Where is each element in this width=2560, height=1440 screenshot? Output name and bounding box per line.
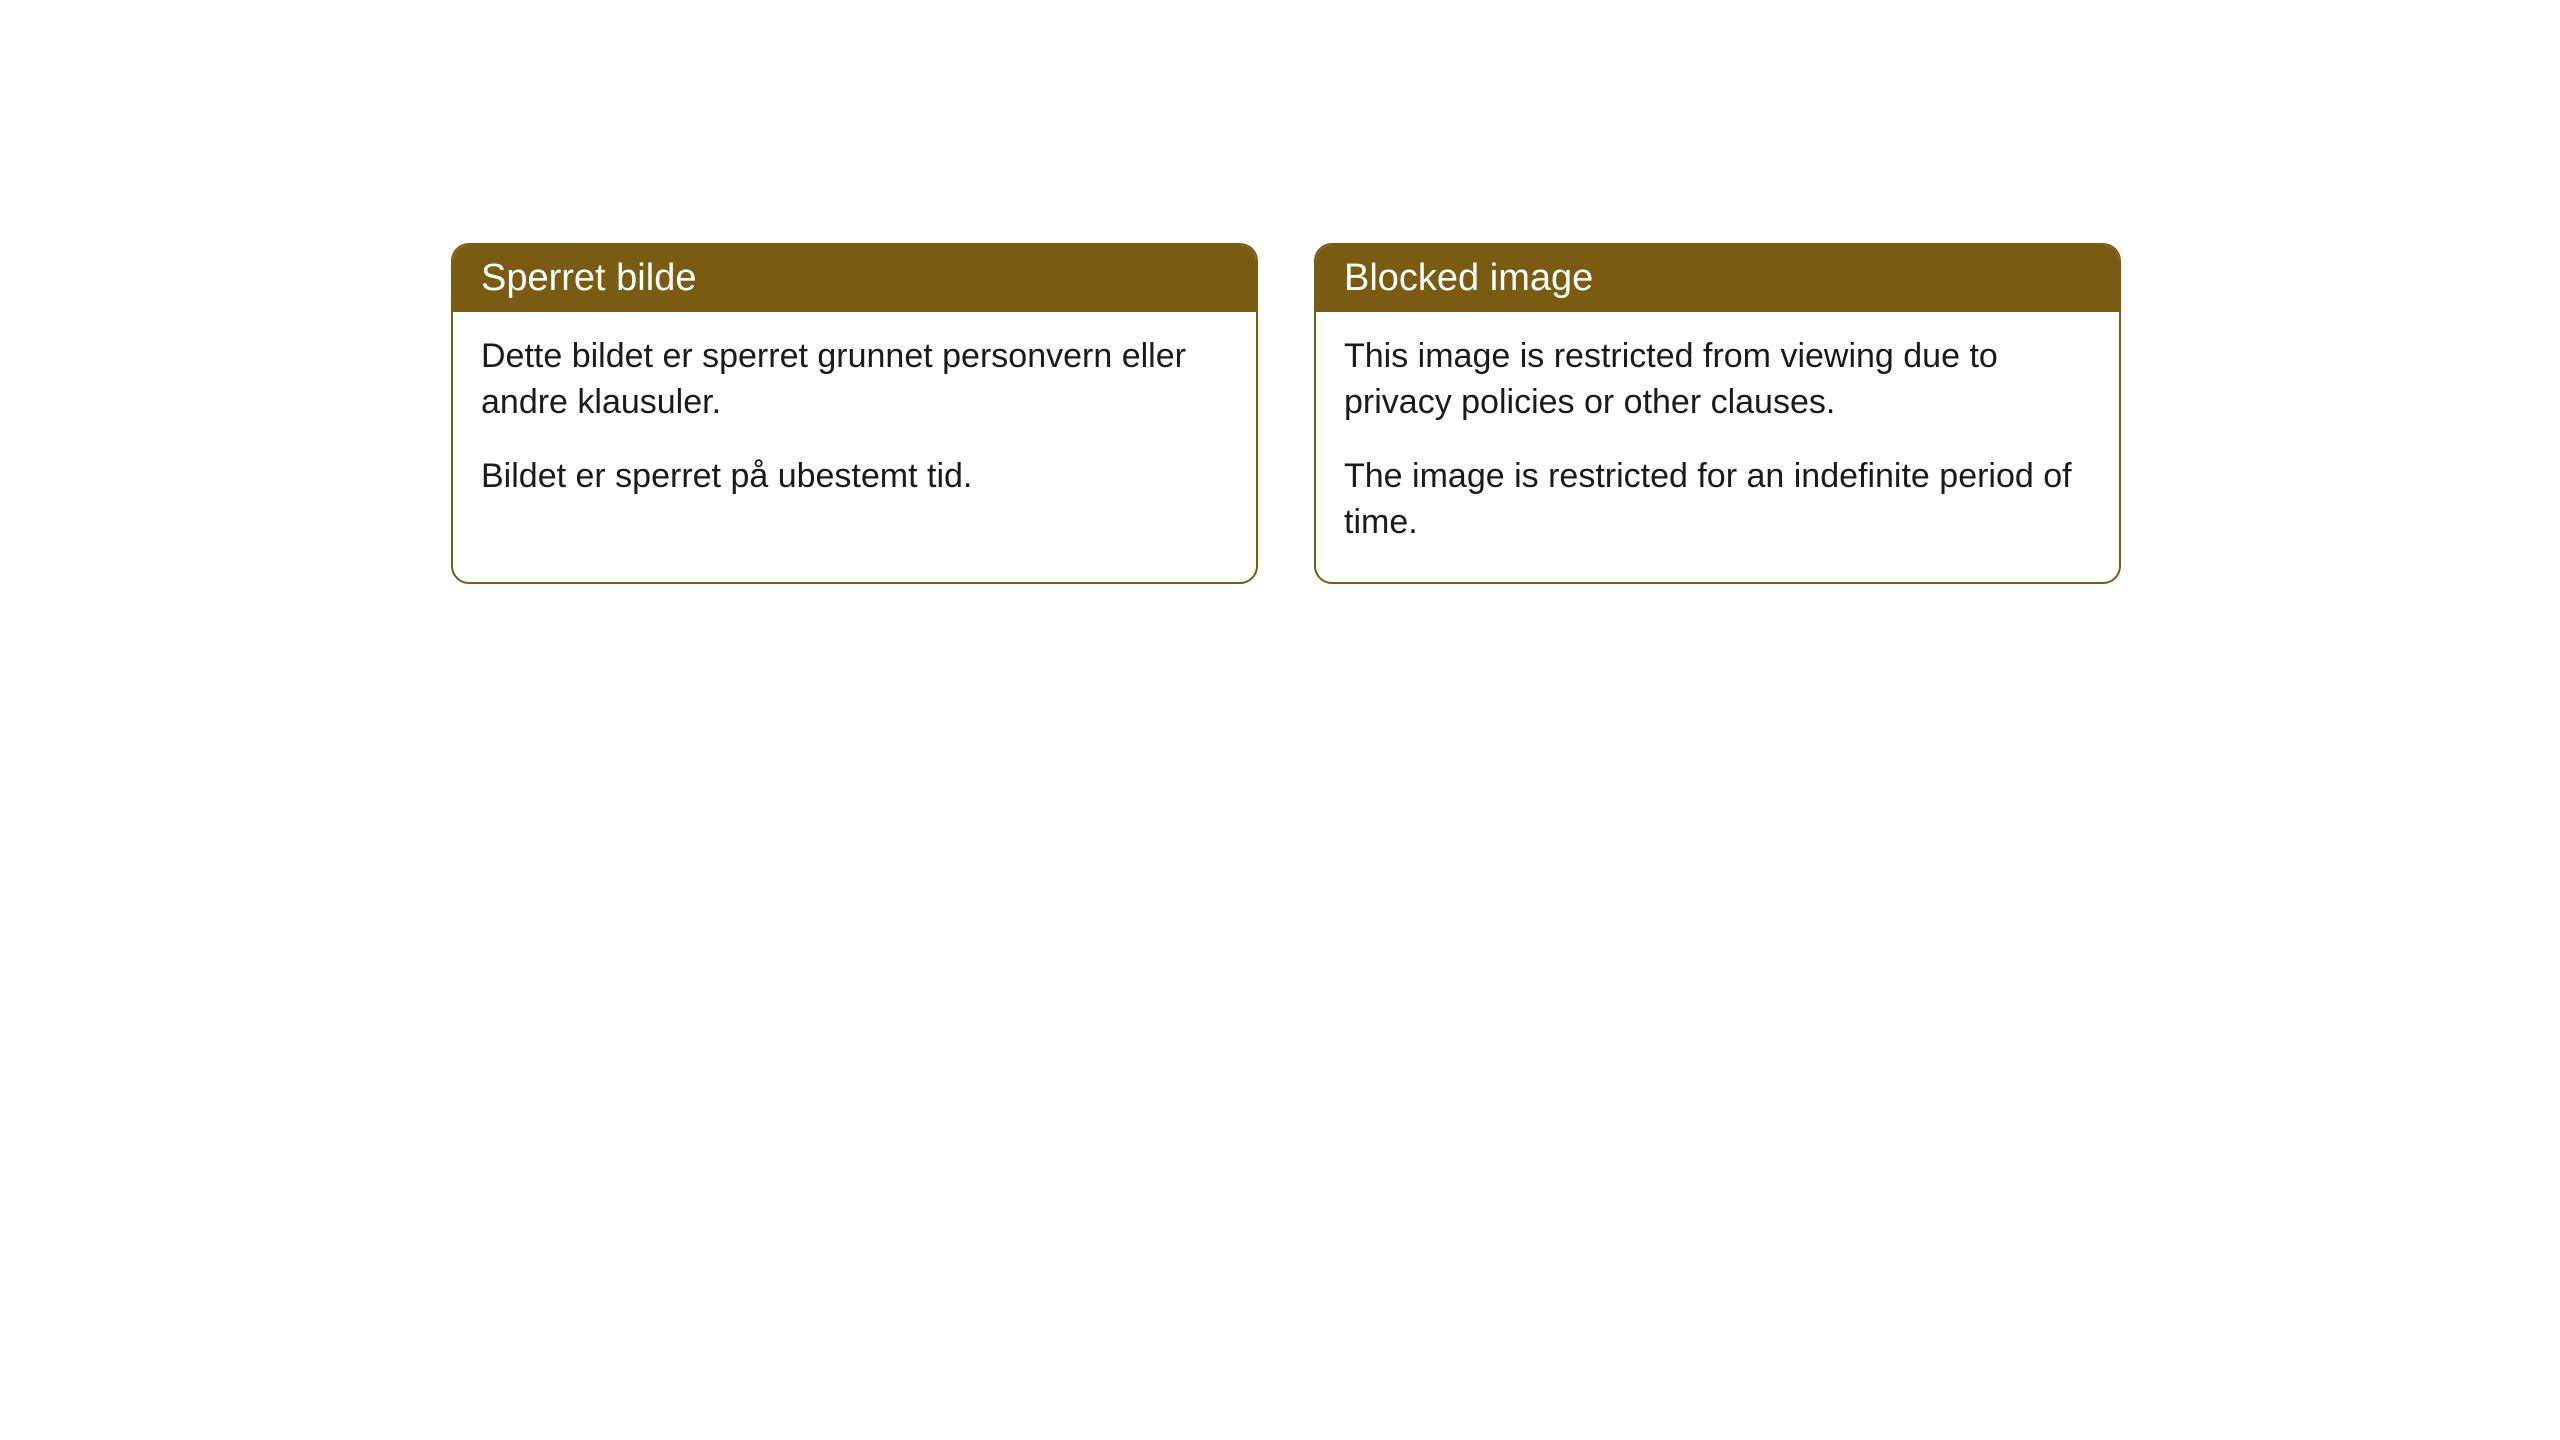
notice-card-english: Blocked image This image is restricted f…: [1314, 243, 2121, 584]
notice-header-english: Blocked image: [1316, 245, 2119, 312]
notice-title-norwegian: Sperret bilde: [481, 257, 696, 299]
notice-header-norwegian: Sperret bilde: [453, 245, 1256, 312]
notice-paragraph-2-english: The image is restricted for an indefinit…: [1344, 454, 2091, 546]
notice-paragraph-1-english: This image is restricted from viewing du…: [1344, 334, 2091, 426]
notice-paragraph-2-norwegian: Bildet er sperret på ubestemt tid.: [481, 454, 1228, 500]
notice-body-norwegian: Dette bildet er sperret grunnet personve…: [453, 312, 1256, 536]
notice-card-norwegian: Sperret bilde Dette bildet er sperret gr…: [451, 243, 1258, 584]
notice-container: Sperret bilde Dette bildet er sperret gr…: [451, 243, 2121, 584]
notice-body-english: This image is restricted from viewing du…: [1316, 312, 2119, 582]
notice-title-english: Blocked image: [1344, 257, 1593, 299]
notice-paragraph-1-norwegian: Dette bildet er sperret grunnet personve…: [481, 334, 1228, 426]
